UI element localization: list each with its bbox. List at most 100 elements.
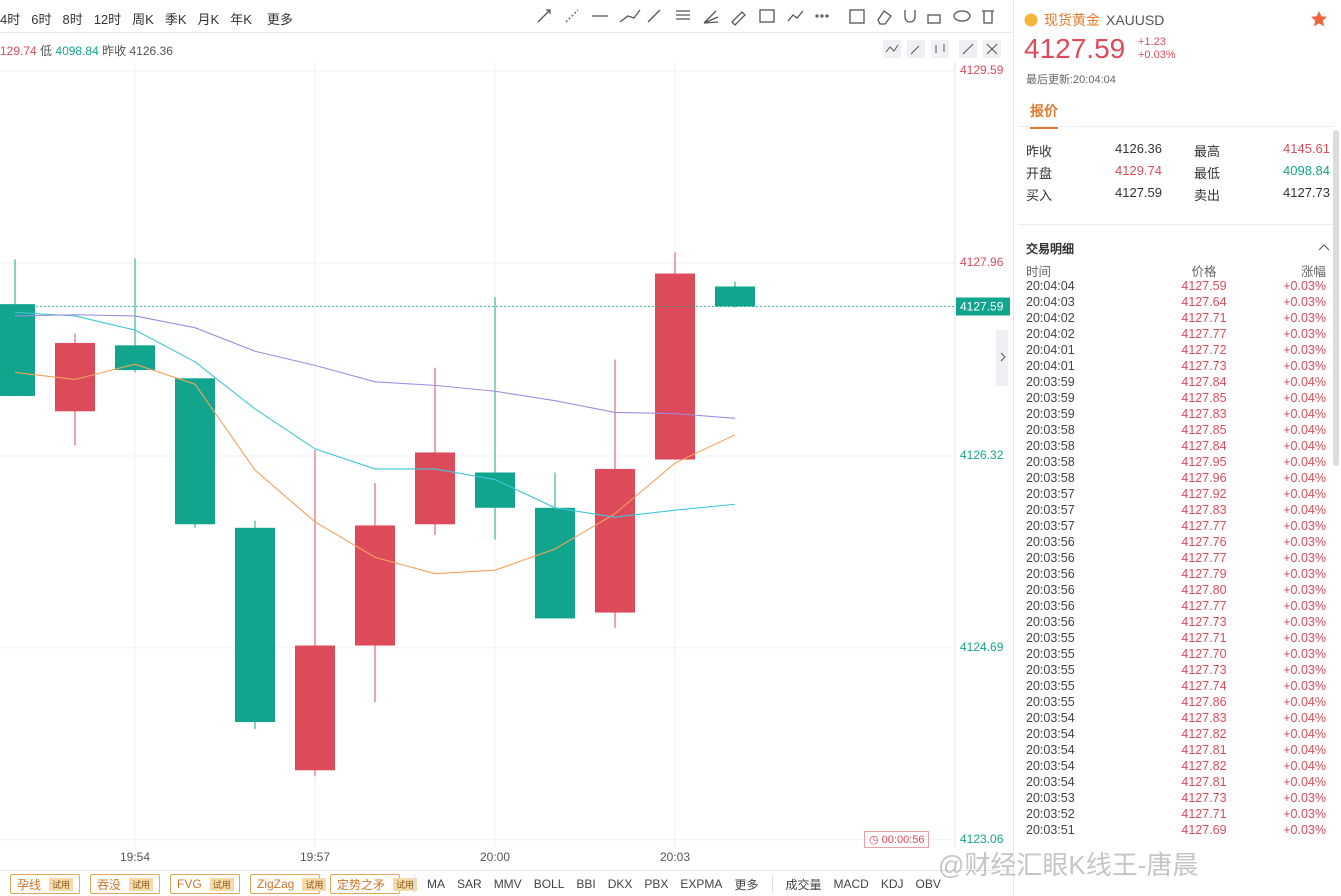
quote-tab[interactable]: 报价: [1030, 101, 1058, 129]
trade-row: 20:03:54 4127.82 +0.04%: [1014, 758, 1326, 774]
pattern-button[interactable]: 定势之矛 试用: [330, 874, 418, 894]
y-tick-label: 4123.06: [960, 832, 1004, 846]
sub-indicator-button[interactable]: OBV: [915, 877, 941, 891]
moving-average-line: [14, 314, 736, 419]
indicator-button[interactable]: MMV: [493, 877, 522, 891]
trade-cell: 20:03:52: [1026, 807, 1075, 821]
trial-badge: 试用: [393, 877, 418, 891]
indicator-button[interactable]: PBX: [644, 877, 669, 891]
tab-divider: [1018, 126, 1334, 127]
trade-cell: 4127.81: [1181, 775, 1227, 789]
trades-header: 时间 价格 涨幅: [1014, 262, 1326, 279]
trade-cell: 4127.85: [1181, 423, 1227, 437]
trade-cell: 20:03:56: [1026, 615, 1075, 629]
quote-value: 4127.59: [1115, 184, 1162, 200]
trade-cell: +0.04%: [1283, 391, 1326, 405]
pattern-name: 孕线: [17, 877, 42, 892]
candle-body: [295, 645, 335, 771]
period-button[interactable]: 周K: [132, 12, 154, 27]
sub-indicator-button[interactable]: MACD: [833, 877, 869, 891]
sub-indicator-button[interactable]: KDJ: [880, 877, 904, 891]
period-button[interactable]: 12时: [93, 12, 122, 27]
quote-label: 最高: [1194, 143, 1221, 159]
trade-cell: +0.03%: [1283, 327, 1326, 341]
favorite-star[interactable]: [1310, 10, 1328, 28]
symbol-code: XAUUSD: [1106, 12, 1165, 28]
trade-cell: +0.03%: [1283, 295, 1326, 309]
y-tick-label: 4129.59: [960, 63, 1004, 77]
trade-cell: 4127.73: [1181, 615, 1227, 629]
pattern-button[interactable]: ZigZag 试用: [250, 874, 327, 894]
period-button[interactable]: 季K: [164, 12, 187, 27]
y-tick-label: 4127.96: [960, 255, 1004, 269]
trade-cell: +0.03%: [1283, 279, 1326, 293]
period-button[interactable]: 年K: [230, 12, 252, 27]
indicator-button[interactable]: MA: [427, 877, 445, 891]
trade-cell: 4127.73: [1181, 791, 1227, 805]
period-button[interactable]: 8时: [62, 12, 83, 27]
more-button[interactable]: 更多: [734, 877, 759, 892]
trade-cell: 20:04:02: [1026, 311, 1075, 325]
more-button[interactable]: 更多: [266, 12, 293, 27]
pattern-button[interactable]: 孕线 试用: [10, 874, 80, 894]
indicator-button[interactable]: EXPMA: [680, 877, 723, 891]
header-cell: 涨幅: [1300, 264, 1326, 279]
separator: [772, 875, 774, 893]
period-button[interactable]: 4时: [0, 12, 21, 27]
period-button[interactable]: 6时: [31, 12, 52, 27]
trade-cell: +0.03%: [1283, 519, 1326, 533]
trade-cell: 20:03:56: [1026, 567, 1075, 581]
trade-row: 20:03:58 4127.85 +0.04%: [1014, 422, 1326, 438]
sub-indicator-button[interactable]: 成交量: [785, 877, 822, 892]
trade-cell: +0.03%: [1283, 551, 1326, 565]
trade-cell: +0.03%: [1283, 663, 1326, 677]
indicator-button[interactable]: BBI: [576, 877, 596, 891]
trade-cell: 20:03:55: [1026, 663, 1075, 677]
candle-body: [175, 378, 215, 525]
candle-body: [715, 286, 755, 307]
period-list: 4时 6时 8时 12时 周K 季K 月K 年K 更多: [0, 9, 293, 28]
trade-row: 20:03:55 4127.71 +0.03%: [1014, 630, 1326, 646]
indicator-button[interactable]: SAR: [457, 877, 482, 891]
x-tick-label: 19:54: [120, 850, 150, 864]
collapse-icon[interactable]: [1318, 242, 1330, 252]
trade-row: 20:04:04 4127.59 +0.03%: [1014, 278, 1326, 294]
pattern-button[interactable]: FVG 试用: [170, 874, 240, 894]
trade-row: 20:03:56 4127.79 +0.03%: [1014, 566, 1326, 582]
trade-cell: +0.04%: [1283, 407, 1326, 421]
trade-cell: +0.03%: [1283, 631, 1326, 645]
quote-row: 开盘 4129.74 最低 4098.84: [1014, 161, 1341, 183]
trade-cell: 4127.95: [1181, 455, 1227, 469]
trade-cell: 4127.80: [1181, 583, 1227, 597]
trade-row: 20:03:55 4127.74 +0.03%: [1014, 678, 1326, 694]
chart-buttons[interactable]: [883, 40, 1008, 386]
drawing-tools[interactable]: [530, 6, 1000, 28]
trade-cell: 20:03:56: [1026, 535, 1075, 549]
quote-row: 买入 4127.59 卖出 4127.73: [1014, 183, 1341, 205]
trade-row: 20:03:56 4127.77 +0.03%: [1014, 598, 1326, 614]
quote-value: 4126.36: [1115, 140, 1162, 156]
last-price-label: 4127.59: [960, 300, 1004, 314]
trade-cell: 20:03:53: [1026, 791, 1075, 805]
trade-row: 20:04:01 4127.72 +0.03%: [1014, 342, 1326, 358]
trade-cell: 4127.71: [1181, 807, 1227, 821]
moving-average-line: [14, 311, 736, 518]
trade-cell: +0.04%: [1283, 503, 1326, 517]
pattern-button[interactable]: 吞没 试用: [90, 874, 160, 894]
trade-cell: 4127.92: [1181, 487, 1227, 501]
quote-cell: 最低 4098.84: [1194, 163, 1330, 182]
candle-body: [115, 345, 155, 371]
pattern-name: FVG: [177, 877, 202, 891]
trade-cell: 4127.82: [1181, 759, 1227, 773]
trade-row: 20:03:56 4127.80 +0.03%: [1014, 582, 1326, 598]
trade-cell: +0.03%: [1283, 791, 1326, 805]
indicator-button[interactable]: BOLL: [533, 877, 565, 891]
indicator-button[interactable]: DKX: [607, 877, 633, 891]
quote-label: 最低: [1194, 165, 1221, 181]
period-button[interactable]: 月K: [197, 12, 220, 27]
trade-row: 20:04:02 4127.77 +0.03%: [1014, 326, 1326, 342]
trade-cell: 4127.77: [1181, 599, 1227, 613]
trade-cell: 4127.77: [1181, 551, 1227, 565]
symbol-header: 现货黄金 XAUUSD: [1024, 10, 1164, 30]
pattern-name: 定势之矛: [337, 877, 386, 892]
